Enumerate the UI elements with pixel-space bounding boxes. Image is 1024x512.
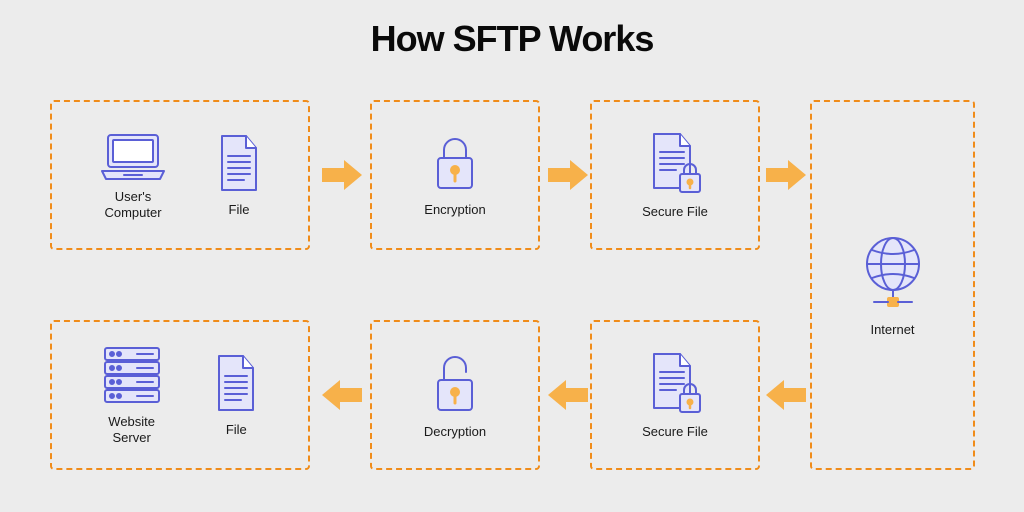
label-server: Website Server [108, 414, 155, 445]
label-file-1: File [229, 202, 250, 218]
item-internet: Internet [858, 232, 928, 338]
box-secure-1: Secure File [590, 100, 760, 250]
secure-file-icon [646, 350, 704, 416]
file-icon [214, 132, 264, 194]
item-decrypt: Decryption [424, 350, 486, 440]
box-user: User's Computer File [50, 100, 310, 250]
label-internet: Internet [870, 322, 914, 338]
arrow-5 [548, 380, 588, 410]
page-title: How SFTP Works [0, 0, 1024, 60]
item-file-1: File [214, 132, 264, 218]
box-secure-2: Secure File [590, 320, 760, 470]
item-server: Website Server [99, 344, 165, 445]
diagram-canvas: User's Computer File Encryption [50, 100, 974, 482]
label-secure-2: Secure File [642, 424, 708, 440]
server-icon [99, 344, 165, 406]
item-computer: User's Computer [96, 129, 170, 220]
label-file-2: File [226, 422, 247, 438]
box-internet: Internet [810, 100, 975, 470]
item-secure-2: Secure File [642, 350, 708, 440]
arrow-4 [766, 380, 806, 410]
label-secure-1: Secure File [642, 204, 708, 220]
box-encrypt: Encryption [370, 100, 540, 250]
label-encrypt: Encryption [424, 202, 485, 218]
arrow-3 [766, 160, 806, 190]
item-secure-1: Secure File [642, 130, 708, 220]
label-computer: User's Computer [104, 189, 161, 220]
secure-file-icon [646, 130, 704, 196]
item-encrypt: Encryption [424, 132, 485, 218]
arrow-6 [322, 380, 362, 410]
label-decrypt: Decryption [424, 424, 486, 440]
laptop-icon [96, 129, 170, 181]
box-decrypt: Decryption [370, 320, 540, 470]
arrow-1 [322, 160, 362, 190]
globe-icon [858, 232, 928, 314]
arrow-2 [548, 160, 588, 190]
item-file-2: File [211, 352, 261, 438]
file-icon [211, 352, 261, 414]
box-server: Website Server File [50, 320, 310, 470]
lock-open-icon [430, 350, 480, 416]
lock-closed-icon [430, 132, 480, 194]
